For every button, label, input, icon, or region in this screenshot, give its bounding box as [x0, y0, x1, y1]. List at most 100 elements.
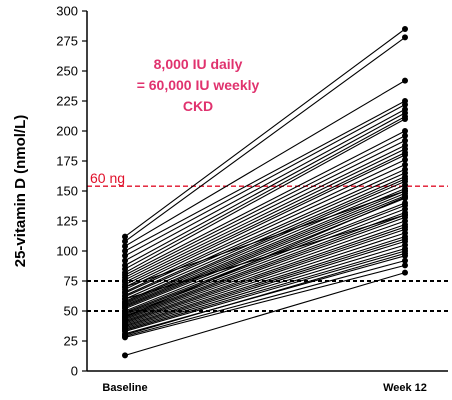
week12-point: [402, 132, 408, 139]
category-label-week-12: Week 12: [383, 382, 427, 394]
y-tick-label: 125: [56, 214, 78, 229]
subject-line: [124, 190, 406, 288]
subject-line: [124, 216, 406, 319]
dose-annotation: 8,000 IU daily = 60,000 IU weekly CKD: [137, 56, 260, 114]
subject-line: [124, 244, 406, 330]
subject-line: [124, 104, 406, 257]
x-category-labels: Baseline Week 12: [102, 382, 427, 394]
subject-line: [124, 220, 406, 320]
subject-line: [124, 184, 406, 305]
subject-line: [124, 168, 406, 296]
subject-line: [124, 250, 406, 332]
series-lines: [124, 28, 406, 356]
subject-line: [124, 28, 406, 238]
subject-line: [124, 240, 406, 329]
subject-line: [124, 112, 406, 266]
subject-line: [124, 232, 406, 325]
subject-line: [124, 214, 406, 300]
y-tick-label: 225: [56, 94, 78, 109]
subject-line: [124, 180, 406, 304]
subject-line: [124, 228, 406, 324]
baseline-point: [122, 252, 128, 259]
subject-line: [124, 272, 406, 356]
subject-line: [124, 144, 406, 283]
subject-line: [124, 195, 406, 310]
subject-line: [124, 36, 406, 242]
week12-point: [402, 161, 408, 168]
baseline-point: [122, 257, 128, 264]
baseline-point: [122, 243, 128, 250]
subject-line: [124, 100, 406, 252]
baseline-point: [122, 238, 128, 245]
category-label-baseline: Baseline: [102, 382, 147, 394]
y-tick-label: 300: [56, 4, 78, 19]
week12-point: [402, 116, 408, 122]
subject-line: [124, 260, 406, 337]
subject-line: [124, 190, 406, 307]
subject-line: [124, 192, 406, 308]
reference-label-60ng: 60 ng: [90, 170, 125, 186]
subject-line: [124, 224, 406, 322]
week12-point: [402, 101, 408, 108]
week12-point: [402, 250, 408, 257]
subject-line: [124, 154, 406, 290]
y-axis-label: 25-vitamin D (nmol/L): [12, 115, 29, 268]
subject-line: [124, 108, 406, 262]
subject-line: [124, 176, 406, 300]
annotation-line-1: 8,000 IU daily: [154, 56, 243, 72]
subject-line: [124, 159, 406, 293]
baseline-point: [122, 314, 128, 320]
week12-point: [402, 257, 408, 264]
baseline-point: [122, 284, 128, 290]
week12-point: [402, 262, 408, 269]
subject-line: [124, 204, 406, 314]
subject-line: [124, 118, 406, 274]
subject-line: [124, 152, 406, 288]
baseline-point: [122, 248, 128, 254]
y-tick-label: 175: [56, 154, 78, 169]
y-tick-label: 0: [71, 364, 78, 379]
subject-line: [124, 255, 406, 335]
y-tick-label: 25: [64, 334, 78, 349]
y-ticks: 0 25 50 75 100 125 150 175 200 225 250 275 300: [56, 4, 87, 379]
week12-point: [402, 188, 408, 194]
subject-line: [124, 188, 406, 306]
y-tick-label: 50: [64, 304, 78, 319]
week12-point: [402, 34, 408, 41]
y-tick-label: 75: [64, 274, 78, 289]
subject-line: [124, 130, 406, 276]
subject-line: [124, 164, 406, 294]
week12-point: [402, 152, 408, 158]
week12-point: [402, 212, 408, 218]
subject-line: [124, 80, 406, 247]
subject-line: [124, 140, 406, 281]
baseline-point: [122, 296, 128, 302]
week12-point: [402, 128, 408, 134]
y-tick-label: 150: [56, 184, 78, 199]
subject-line: [124, 238, 406, 328]
week12-point: [402, 269, 408, 276]
subject-line: [124, 226, 406, 323]
y-tick-label: 100: [56, 244, 78, 259]
baseline-point: [122, 332, 128, 338]
subject-line: [124, 264, 406, 338]
subject-line: [124, 214, 406, 318]
subject-line: [124, 178, 406, 302]
data-points: [122, 26, 408, 359]
subject-line: [124, 236, 406, 326]
y-tick-label: 275: [56, 34, 78, 49]
y-tick-label: 250: [56, 64, 78, 79]
annotation-line-3: CKD: [183, 98, 213, 114]
subject-line: [124, 252, 406, 336]
subject-line: [124, 135, 406, 278]
week12-point: [402, 156, 408, 163]
week12-point: [402, 137, 408, 144]
week12-point: [402, 194, 408, 200]
subject-line: [124, 202, 406, 313]
y-tick-label: 200: [56, 124, 78, 139]
subject-line: [124, 248, 406, 331]
subject-line: [124, 212, 406, 317]
annotation-line-2: = 60,000 IU weekly: [137, 77, 260, 93]
subject-line: [124, 116, 406, 270]
